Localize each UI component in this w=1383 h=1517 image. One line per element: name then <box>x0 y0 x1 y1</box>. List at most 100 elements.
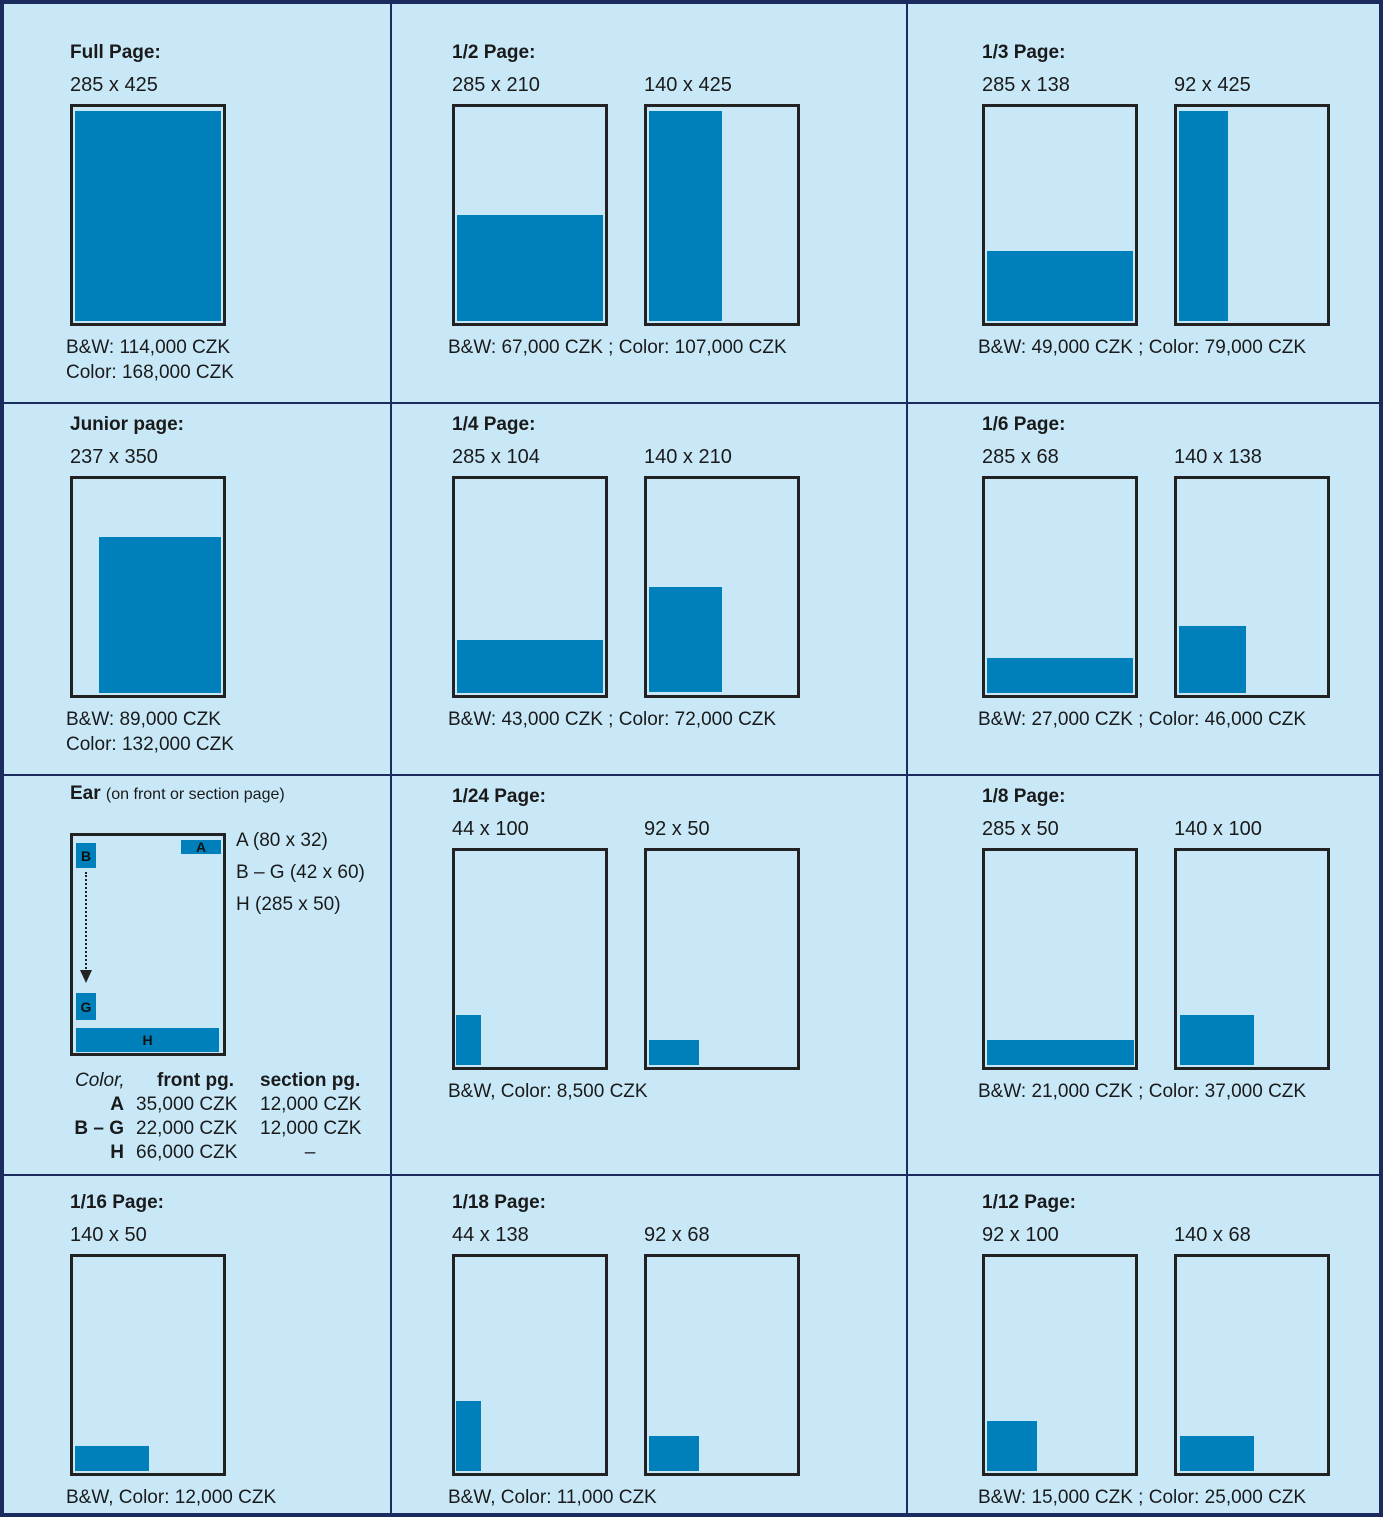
page-frame <box>452 476 608 698</box>
cell-title: 1/4 Page: <box>452 414 536 435</box>
page-frame <box>982 104 1138 326</box>
price: B&W: 15,000 CZK ; Color: 25,000 CZK <box>978 1487 1307 1508</box>
price: B&W: 49,000 CZK ; Color: 79,000 CZK <box>978 337 1307 358</box>
price: B&W: 27,000 CZK ; Color: 46,000 CZK <box>978 709 1307 730</box>
cell-title: 1/8 Page: <box>982 786 1066 807</box>
ear-block <box>76 1028 219 1052</box>
price: B&W: 43,000 CZK ; Color: 72,000 CZK <box>448 709 777 730</box>
page-frame <box>1174 476 1330 698</box>
divider <box>390 4 392 1513</box>
page-frame <box>452 104 608 326</box>
size-label: 140 x 425 <box>644 74 732 96</box>
size-label: 285 x 50 <box>982 818 1059 840</box>
ad-block <box>457 215 603 321</box>
page-frame <box>70 104 226 326</box>
ad-block <box>456 1401 481 1471</box>
cell-title: Junior page: <box>70 414 185 435</box>
ear-subtitle: (on front or section page) <box>105 786 285 803</box>
ear-label: A <box>195 839 207 855</box>
divider <box>4 1174 1379 1176</box>
cell-title: 1/12 Page: <box>982 1192 1076 1213</box>
price: B&W: 89,000 CZK <box>66 709 221 730</box>
price: Color: 168,000 CZK <box>66 362 234 383</box>
divider <box>4 774 1379 776</box>
size-label: 44 x 138 <box>452 1224 529 1246</box>
ear-legend: A (80 x 32) <box>236 830 328 851</box>
price: B&W: 114,000 CZK <box>66 337 231 358</box>
ear-label: B <box>80 848 92 864</box>
price: B&W, Color: 8,500 CZK <box>448 1081 648 1102</box>
size-label: 285 x 210 <box>452 74 540 96</box>
price: B&W, Color: 12,000 CZK <box>66 1487 277 1508</box>
size-label: 92 x 425 <box>1174 74 1251 96</box>
ad-block <box>1180 1015 1254 1065</box>
ad-block <box>649 587 722 692</box>
cell-title: 1/16 Page: <box>70 1192 164 1213</box>
price: B&W: 21,000 CZK ; Color: 37,000 CZK <box>978 1081 1307 1102</box>
ad-block <box>1179 626 1246 693</box>
divider <box>4 402 1379 404</box>
size-label: 140 x 210 <box>644 446 732 468</box>
page-frame <box>1174 104 1330 326</box>
ear-legend: H (285 x 50) <box>236 894 341 915</box>
ad-block <box>987 658 1133 693</box>
page-frame <box>452 1254 608 1476</box>
page-frame <box>452 848 608 1070</box>
price: B&W, Color: 11,000 CZK <box>448 1487 657 1508</box>
page-frame <box>644 104 800 326</box>
size-label: 140 x 100 <box>1174 818 1262 840</box>
price: Color: 132,000 CZK <box>66 734 234 755</box>
ad-block <box>649 1040 699 1065</box>
size-label: 285 x 104 <box>452 446 540 468</box>
page-frame <box>644 848 800 1070</box>
divider <box>906 4 908 1513</box>
ear-block <box>76 843 96 868</box>
size-label: 285 x 138 <box>982 74 1070 96</box>
table-header: Color, <box>75 1070 125 1091</box>
size-label: 140 x 50 <box>70 1224 147 1246</box>
ear-block <box>76 993 96 1020</box>
page-frame <box>982 476 1138 698</box>
size-label: 92 x 100 <box>982 1224 1059 1246</box>
table-header: section pg. <box>260 1070 361 1091</box>
page-frame <box>70 476 226 698</box>
ad-block <box>75 111 221 321</box>
ad-block <box>987 251 1133 321</box>
page-frame <box>1174 1254 1330 1476</box>
ear-block <box>181 840 221 854</box>
page-frame <box>982 1254 1138 1476</box>
ear-title: Ear <box>70 783 101 804</box>
size-label: 44 x 100 <box>452 818 529 840</box>
page-frame <box>70 1254 226 1476</box>
cell-title: 1/2 Page: <box>452 42 536 63</box>
price: 12,000 CZK <box>260 1118 362 1139</box>
size-label: 92 x 68 <box>644 1224 710 1246</box>
cell-title: 1/24 Page: <box>452 786 546 807</box>
ear-label: G <box>80 999 92 1015</box>
price: 12,000 CZK <box>260 1094 362 1115</box>
price: – <box>304 1142 316 1163</box>
cell-title: 1/6 Page: <box>982 414 1066 435</box>
page-frame <box>1174 848 1330 1070</box>
cell-title: Full Page: <box>70 42 161 63</box>
ad-block <box>75 1446 149 1471</box>
ad-block <box>457 640 603 693</box>
price: 22,000 CZK <box>136 1118 238 1139</box>
row-label: B – G <box>74 1118 124 1139</box>
arrow <box>85 872 87 972</box>
page-frame <box>644 1254 800 1476</box>
ear-title-line: Ear (on front or section page) <box>70 782 285 807</box>
price: 35,000 CZK <box>136 1094 238 1115</box>
page-frame <box>982 848 1138 1070</box>
ear-frame: A B G H <box>70 833 226 1056</box>
row-label: H <box>110 1142 124 1163</box>
ear-label: H <box>142 1032 153 1048</box>
size-label: 92 x 50 <box>644 818 710 840</box>
ad-block <box>987 1421 1037 1471</box>
cell-title: 1/18 Page: <box>452 1192 546 1213</box>
size-label: 237 x 350 <box>70 446 158 468</box>
ad-block <box>1180 1436 1254 1471</box>
row-label: A <box>110 1094 124 1115</box>
size-label: 285 x 68 <box>982 446 1059 468</box>
